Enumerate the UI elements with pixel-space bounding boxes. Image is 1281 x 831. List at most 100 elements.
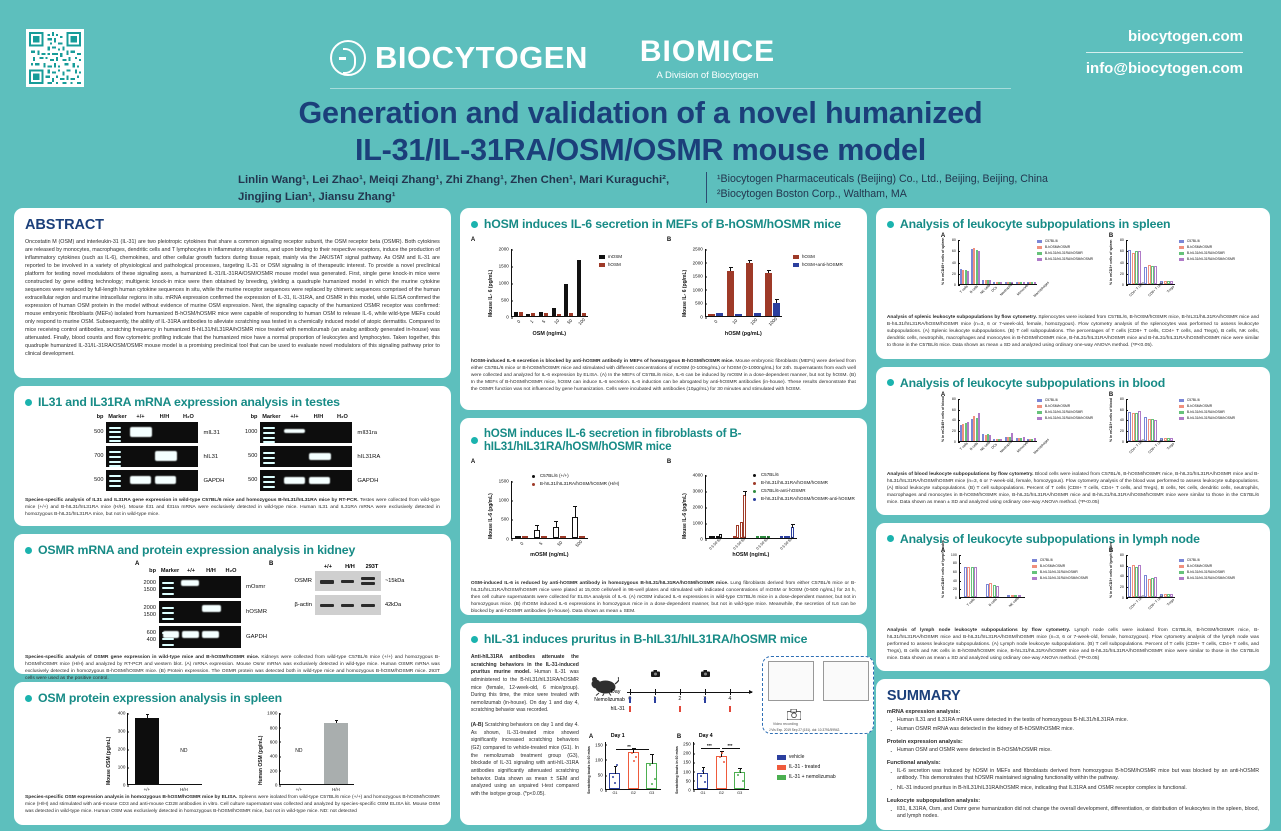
gel-bp-label: 600 400 <box>146 630 156 644</box>
y-tick: 2000 <box>498 246 514 252</box>
panel-letter-a: A <box>940 391 946 398</box>
mouse-icon <box>591 676 619 696</box>
x-tick: H/H <box>180 787 188 793</box>
il31-mrna-caption: Species-specific analysis of IL31 and IL… <box>25 498 440 519</box>
gel-ladder <box>109 448 122 467</box>
blood-card: Analysis of leukocyte subpopulations in … <box>875 366 1271 515</box>
il31-mrna-heading: IL31 and IL31RA mRNA expression analysis… <box>25 395 440 409</box>
blot-lane-label: H/H <box>345 564 355 571</box>
x-tick: G1 <box>612 791 618 795</box>
column-middle: hOSM induces IL-6 secretion in MEFs of B… <box>459 208 874 825</box>
y-tick: 80 <box>952 561 961 566</box>
contact-divider <box>1085 52 1243 53</box>
chart-blood-a: % in mCD45+ cells of blood 0 20 40 60 80 <box>941 396 1050 455</box>
y-axis-label: % in mCD45+ cells of lymph nodes <box>940 539 945 598</box>
treatment-timeline: Day 0 1 2 3 4 <box>594 668 753 712</box>
gel-band <box>163 631 179 639</box>
x-tick: 5 <box>541 318 547 325</box>
fibro-caption: OSM-induced IL-6 is reduced by anti-hOSM… <box>471 581 856 616</box>
summary-item: Il31, IL31RA, Osm, and Osmr gene humaniz… <box>887 805 1259 821</box>
spleen-caption: Analysis of splenic leukocyte subpopulat… <box>887 315 1259 350</box>
y-tick: 20 <box>1119 429 1128 434</box>
qr-code-icon <box>29 32 81 84</box>
y-tick: 800 <box>269 725 282 731</box>
caption-bold: OSM-induced IL-6 is reduced by anti-hOSM… <box>470 581 729 586</box>
legend-pruritus: vehicle IL-31 - treated IL-31 + nemolizu… <box>776 752 836 782</box>
gel-osmr: bp Marker +/+ H/H H₂O 2000 1500 <box>135 568 267 651</box>
x-tick: 50 <box>565 318 573 326</box>
x-tick: B cells <box>968 441 979 451</box>
biocytogen-logo: BIOCYTOGEN <box>330 40 588 76</box>
pruritus-text-bold: Anti-hIL31RA antibodies attenuate the sc… <box>470 654 579 676</box>
y-tick: 200 <box>117 746 130 752</box>
timeline-day-label: Day <box>610 689 621 695</box>
legend-item: C57BL/6 <box>1178 398 1235 404</box>
osm-protein-caption: Species-specific OSM expression analysis… <box>25 795 440 816</box>
legend-item: B-hIL31/hIL31RA/hOSM/hOSMR <box>1178 576 1235 582</box>
y-tick: 150 <box>595 742 607 748</box>
biocytogen-wordmark: BIOCYTOGEN <box>375 40 588 75</box>
y-tick: 80 <box>1119 238 1128 242</box>
email-link[interactable]: info@biocytogen.com <box>1085 60 1243 77</box>
gel-band <box>130 476 152 485</box>
summary-heading: SUMMARY <box>886 687 961 704</box>
legend-item: vehicle <box>776 752 836 762</box>
y-tick: 20 <box>951 429 960 434</box>
caption-rest: Mouse embryonic fibroblasts (MEFs) were … <box>470 359 856 392</box>
panel-letter-b: B <box>666 459 672 465</box>
y-tick: 2000 <box>692 504 708 510</box>
bar-group <box>317 713 354 785</box>
gel-image <box>106 446 199 468</box>
bar-group: ND <box>165 713 202 784</box>
legend-item: B-hOSM/hOSMR <box>1178 564 1235 570</box>
legend-item: C57BL/6 <box>1036 398 1093 404</box>
legend-blood-a: C57BL/6 B-hOSM/hOSMR B-hIL31/hIL31RA/hOS… <box>1036 398 1093 422</box>
qr-code[interactable] <box>26 29 84 87</box>
blot-target-name: OSMR <box>294 578 312 585</box>
timeline-day: 4 <box>728 696 732 702</box>
y-axis-label: % in mCD45+ cells of spleen <box>940 237 945 285</box>
affiliations: ¹Biocytogen Pharmaceuticals (Beijing) Co… <box>706 172 1048 203</box>
legend-spleen-a: C57BL/6 B-hOSM/hOSMR B-hIL31/hIL31RA/hOS… <box>1036 239 1093 263</box>
caption-rest: Splenocytes were isolated from C57BL/6, … <box>886 315 1260 348</box>
gel-target-name: hOSMR <box>246 609 267 616</box>
summary-item: Human IL31 and IL31RA mRNA were detected… <box>887 716 1259 727</box>
bullet-dot-icon <box>886 220 894 228</box>
gel-il31ra: bp Marker +/+ H/H H₂O 1000 <box>236 414 380 494</box>
gel-osmr-headers: bp Marker +/+ H/H H₂O <box>149 568 237 575</box>
blot-target-name: β-actin <box>294 602 312 609</box>
website-link[interactable]: biocytogen.com <box>1127 28 1243 45</box>
x-tick: G1 <box>700 791 706 795</box>
x-axis <box>704 538 797 539</box>
gel-target-name: GAPDH <box>203 477 225 484</box>
y-tick: 600 <box>269 739 282 745</box>
x-axis <box>279 784 355 786</box>
legend-lymph-b: C57BL/6 B-hOSM/hOSMR B-hIL31/hIL31RA/hOS… <box>1178 558 1235 582</box>
western-blot: +/+ H/H 293T OSMR ~1 <box>289 564 404 651</box>
y-tick: 40 <box>1119 574 1128 579</box>
legend-spleen-b: C57BL/6 B-hOSM/hOSMR B-hIL31/hIL31RA/hOS… <box>1178 239 1235 263</box>
y-tick: 1000 <box>498 280 514 286</box>
y-tick: 0 <box>600 787 607 793</box>
legend-item: C57BL/6 <box>1178 558 1235 564</box>
biocytogen-mark-icon <box>330 40 366 76</box>
y-axis <box>510 481 512 539</box>
column-right: Analysis of leukocyte subpopulations in … <box>875 208 1271 831</box>
gel-bp-label: 2000 1500 <box>143 580 156 594</box>
y-tick: 80 <box>1119 396 1128 401</box>
legend-item: B-hIL31/hIL31RA/hOSM/hOSMR <box>1178 257 1235 263</box>
summary-group-title: Functional analysis: <box>886 759 941 766</box>
x-tick: Tregs <box>1165 597 1175 607</box>
gel-band <box>202 605 221 613</box>
poster-columns: ABSTRACT Oncostatin M (OSM) and interleu… <box>14 208 1271 831</box>
legend-item: B-hOSM/hOSMR <box>1036 245 1093 251</box>
gel-row: 500 GAPDH <box>84 470 225 492</box>
mef-heading: hOSM induces IL-6 secretion in MEFs of B… <box>470 217 856 231</box>
y-axis-label: % in mCD3+ cells of blood <box>1108 397 1113 442</box>
caption-bold: Species-specific analysis of OSMR gene e… <box>25 655 260 661</box>
bullet-dot-icon <box>886 379 894 387</box>
page-title: Generation and validation of a novel hum… <box>0 95 1281 169</box>
y-tick: 500 <box>695 300 707 306</box>
y-tick: 0 <box>953 283 960 287</box>
legend-item: B-hIL31/hIL31RA/hOSM/hOSMR <box>1178 416 1235 422</box>
